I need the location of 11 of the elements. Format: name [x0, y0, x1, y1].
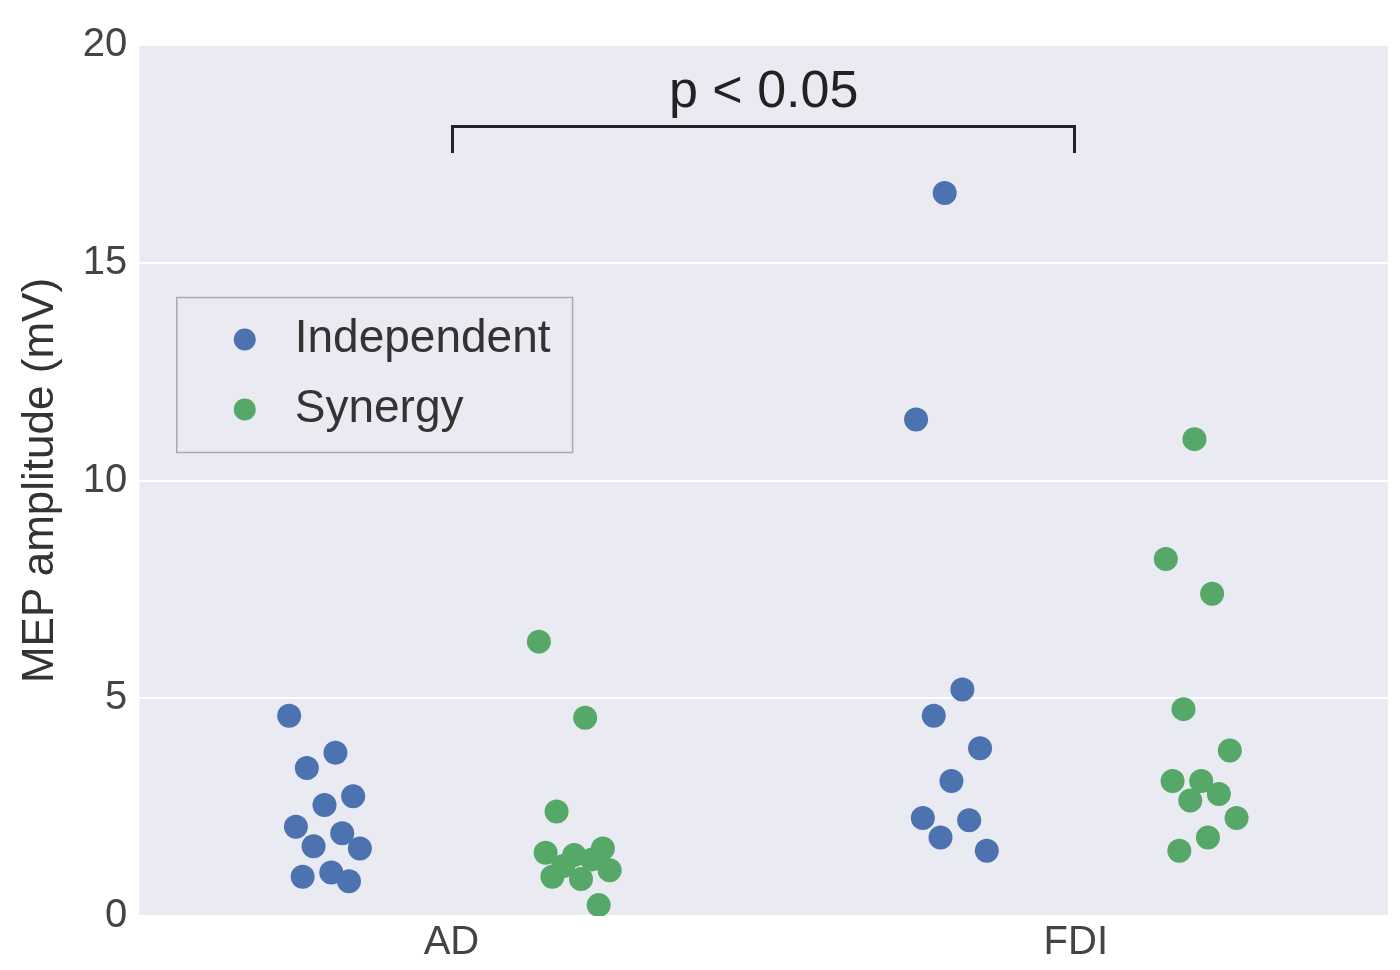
y-tick-label: 5: [105, 673, 128, 718]
x-tick-label: FDI: [1043, 918, 1109, 963]
y-tick-label: 10: [82, 455, 128, 500]
annotation: p < 0.05: [668, 60, 859, 119]
y-tick-label: 20: [82, 20, 128, 65]
y-tick-label: 15: [82, 237, 128, 282]
y-axis-title: MEP amplitude (mV): [12, 277, 62, 684]
legend-label: Independent: [294, 310, 551, 363]
legend-label: Synergy: [294, 380, 464, 433]
x-tick-label: AD: [423, 918, 480, 963]
y-tick-label: 0: [105, 891, 128, 936]
